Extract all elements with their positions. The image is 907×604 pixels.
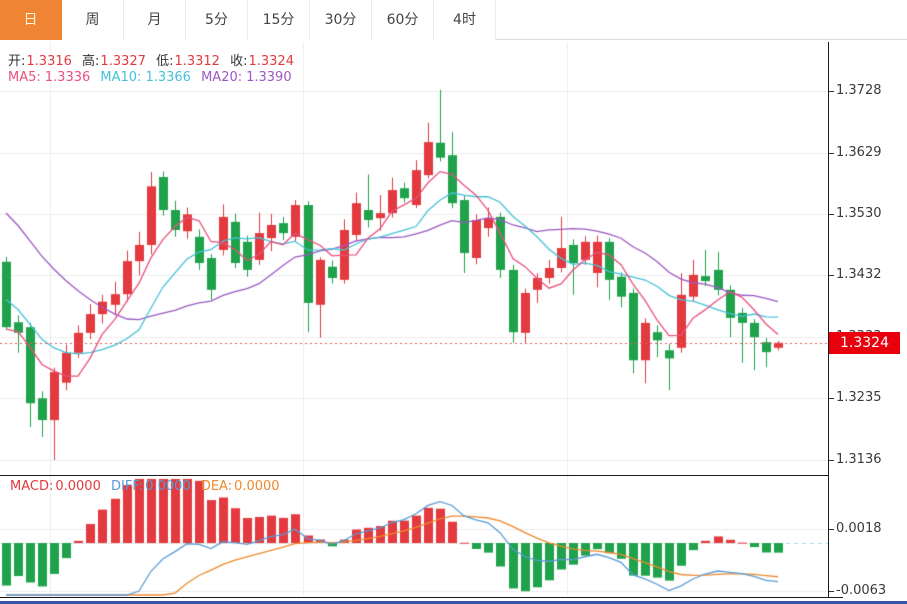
macd-label: MACD: — [10, 479, 54, 494]
macd-tick-dash — [828, 591, 834, 593]
y-axis-line — [828, 42, 829, 598]
low-value: 1.3312 — [174, 54, 220, 69]
timeframe-tabs: 日周月 5分 15分 30分 60分 4时 — [0, 0, 907, 40]
open-label: 开: — [8, 54, 26, 69]
timeframe-tab-3[interactable]: 5分 — [186, 0, 248, 40]
timeframe-tab-2[interactable]: 月 — [124, 0, 186, 40]
diff-value: 0.0000 — [145, 479, 191, 494]
chart-bottom-line — [0, 597, 843, 598]
dea-label: DEA: — [200, 479, 233, 494]
close-value: 1.3324 — [248, 54, 294, 69]
price-axis-label: 1.3136 — [836, 451, 882, 467]
timeframe-tab-4[interactable]: 15分 — [248, 0, 310, 40]
price-tick-dash — [828, 214, 834, 216]
macd-readout: MACD: 0.0000 DIFF: 0.0000 DEA: 0.0000 — [10, 479, 286, 494]
macd-axis-label: -0.0063 — [836, 583, 887, 599]
macd-value: 0.0000 — [55, 479, 101, 494]
low-label: 低: — [156, 54, 174, 69]
timeframe-tab-7[interactable]: 4时 — [434, 0, 496, 40]
ma10-value: 1.3366 — [145, 70, 191, 85]
close-label: 收: — [230, 54, 248, 69]
ma20-value: 1.3390 — [246, 70, 292, 85]
panel-divider-line — [0, 475, 829, 476]
price-tick-dash — [828, 398, 834, 400]
candlestick-chart-canvas[interactable] — [0, 42, 907, 604]
bottom-blue-bar — [0, 601, 907, 604]
high-label: 高: — [82, 54, 100, 69]
price-axis-label: 1.3530 — [836, 206, 882, 222]
macd-tick-dash — [828, 529, 834, 531]
open-value: 1.3316 — [26, 54, 72, 69]
ma20-label: MA20: — [201, 70, 243, 85]
price-axis-label: 1.3432 — [836, 267, 882, 283]
diff-label: DIFF: — [111, 479, 144, 494]
price-tick-dash — [828, 90, 834, 92]
price-tick-dash — [828, 152, 834, 154]
ma5-value: 1.3336 — [44, 70, 91, 85]
ma-readout: MA5: 1.3336 MA10: 1.3366 MA20: 1.3390 — [8, 70, 298, 85]
ma5-label: MA5: — [8, 70, 41, 85]
timeframe-tab-0[interactable]: 日 — [0, 0, 62, 40]
high-value: 1.3327 — [100, 54, 146, 69]
current-price-tag: 1.3324 — [829, 331, 900, 354]
timeframe-tab-5[interactable]: 30分 — [310, 0, 372, 40]
price-axis-label: 1.3629 — [836, 144, 882, 160]
price-tick-dash — [828, 459, 834, 461]
dea-value: 0.0000 — [234, 479, 280, 494]
price-axis-label: 1.3728 — [836, 82, 882, 98]
ma10-label: MA10: — [100, 70, 142, 85]
ohlc-readout: 开:1.3316 高:1.3327 低:1.3312 收:1.3324 — [8, 50, 300, 69]
timeframe-tab-1[interactable]: 周 — [62, 0, 124, 40]
price-tick-dash — [828, 275, 834, 277]
macd-axis-label: 0.0018 — [836, 521, 882, 537]
timeframe-tab-6[interactable]: 60分 — [372, 0, 434, 40]
price-axis-label: 1.3235 — [836, 390, 882, 406]
